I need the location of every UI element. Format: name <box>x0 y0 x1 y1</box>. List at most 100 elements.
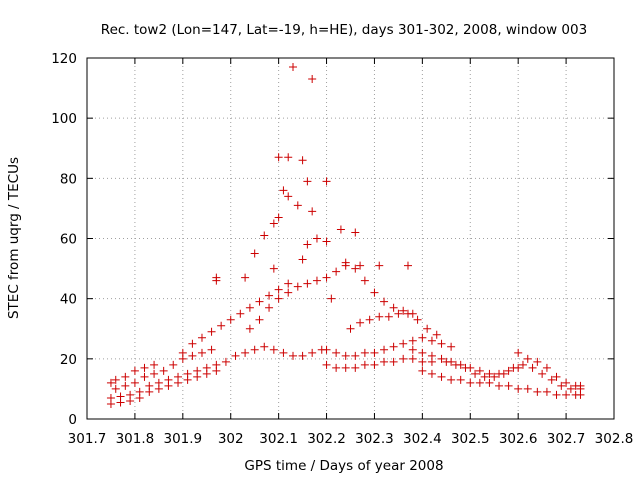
data-point <box>566 384 575 393</box>
data-point <box>245 324 254 333</box>
data-point <box>375 261 384 270</box>
data-point <box>274 153 283 162</box>
data-point <box>356 261 365 270</box>
data-point <box>212 273 221 282</box>
data-point <box>217 321 226 330</box>
data-point <box>197 348 206 357</box>
data-point <box>495 381 504 390</box>
data-point <box>475 366 484 375</box>
x-tick-label: 302.7 <box>547 431 586 447</box>
y-tick-label: 40 <box>60 292 77 308</box>
data-point <box>380 297 389 306</box>
data-point <box>245 303 254 312</box>
data-point <box>341 261 350 270</box>
data-point <box>284 192 293 201</box>
x-tick-label: 301.9 <box>163 431 202 447</box>
x-tick-label: 302 <box>218 431 244 447</box>
data-point <box>418 348 427 357</box>
series-satellite-10 <box>322 354 436 372</box>
series-satellite-16 <box>514 348 585 390</box>
data-point <box>341 351 350 360</box>
data-point <box>389 357 398 366</box>
chart-title: Rec. tow2 (Lon=147, Lat=-19, h=HE), days… <box>101 22 587 38</box>
y-axis-label: STEC from uqrg / TECUs <box>6 157 22 319</box>
data-point <box>274 213 283 222</box>
data-point <box>375 312 384 321</box>
y-tick-label: 60 <box>60 232 77 248</box>
data-point <box>418 333 427 342</box>
data-point <box>255 315 264 324</box>
data-point <box>154 378 163 387</box>
data-point <box>341 363 350 372</box>
data-point <box>418 366 427 375</box>
data-point <box>111 375 120 384</box>
data-point <box>106 393 115 402</box>
y-tick-label: 0 <box>68 412 77 428</box>
data-point <box>188 351 197 360</box>
data-point <box>380 357 389 366</box>
data-point <box>289 351 298 360</box>
data-point <box>274 294 283 303</box>
data-point <box>370 348 379 357</box>
y-tick-label: 80 <box>60 171 77 187</box>
x-tick-labels: 301.7 301.8 301.9 302 302.1 302.2 302.3 302.4 30… <box>68 431 634 447</box>
plot-frame <box>86 57 615 420</box>
data-point <box>269 345 278 354</box>
data-point <box>140 363 149 372</box>
data-point <box>169 360 178 369</box>
data-point <box>504 366 513 375</box>
series-satellite-15 <box>442 357 585 393</box>
data-point <box>130 366 139 375</box>
data-point <box>269 219 278 228</box>
data-point <box>312 276 321 285</box>
y-tick-label: 120 <box>51 51 77 67</box>
data-points <box>106 63 585 408</box>
data-point <box>384 312 393 321</box>
data-point <box>552 390 561 399</box>
data-point <box>408 345 417 354</box>
series-satellite-9 <box>303 177 412 303</box>
x-tick-label: 302.2 <box>307 431 346 447</box>
data-point <box>427 336 436 345</box>
data-point <box>293 282 302 291</box>
data-point <box>542 387 551 396</box>
data-point <box>351 351 360 360</box>
data-point <box>308 348 317 357</box>
data-point <box>437 339 446 348</box>
data-point <box>308 75 317 84</box>
data-point <box>260 231 269 240</box>
data-point <box>265 303 274 312</box>
data-point <box>150 369 159 378</box>
data-point <box>322 360 331 369</box>
data-point <box>360 360 369 369</box>
data-point <box>504 381 513 390</box>
x-tick-label: 302.5 <box>451 431 490 447</box>
data-point <box>332 348 341 357</box>
data-point <box>284 288 293 297</box>
data-point <box>116 392 125 401</box>
data-point <box>370 360 379 369</box>
data-point <box>399 339 408 348</box>
data-point <box>552 372 561 381</box>
x-tick-label: 302.3 <box>355 431 394 447</box>
data-point <box>360 276 369 285</box>
data-point <box>322 177 331 186</box>
data-point <box>418 357 427 366</box>
x-tick-label: 302.4 <box>403 431 442 447</box>
data-point <box>322 237 331 246</box>
data-point <box>380 345 389 354</box>
x-tick-label: 301.7 <box>68 431 107 447</box>
data-point <box>399 354 408 363</box>
data-point <box>523 354 532 363</box>
series-satellite-7 <box>269 63 345 273</box>
data-point <box>332 267 341 276</box>
data-point <box>106 378 115 387</box>
data-point <box>427 351 436 360</box>
data-point <box>499 369 508 378</box>
data-point <box>279 186 288 195</box>
y-tick-label: 20 <box>60 352 77 368</box>
data-point <box>346 324 355 333</box>
data-point <box>183 369 192 378</box>
data-point <box>178 348 187 357</box>
data-point <box>322 273 331 282</box>
